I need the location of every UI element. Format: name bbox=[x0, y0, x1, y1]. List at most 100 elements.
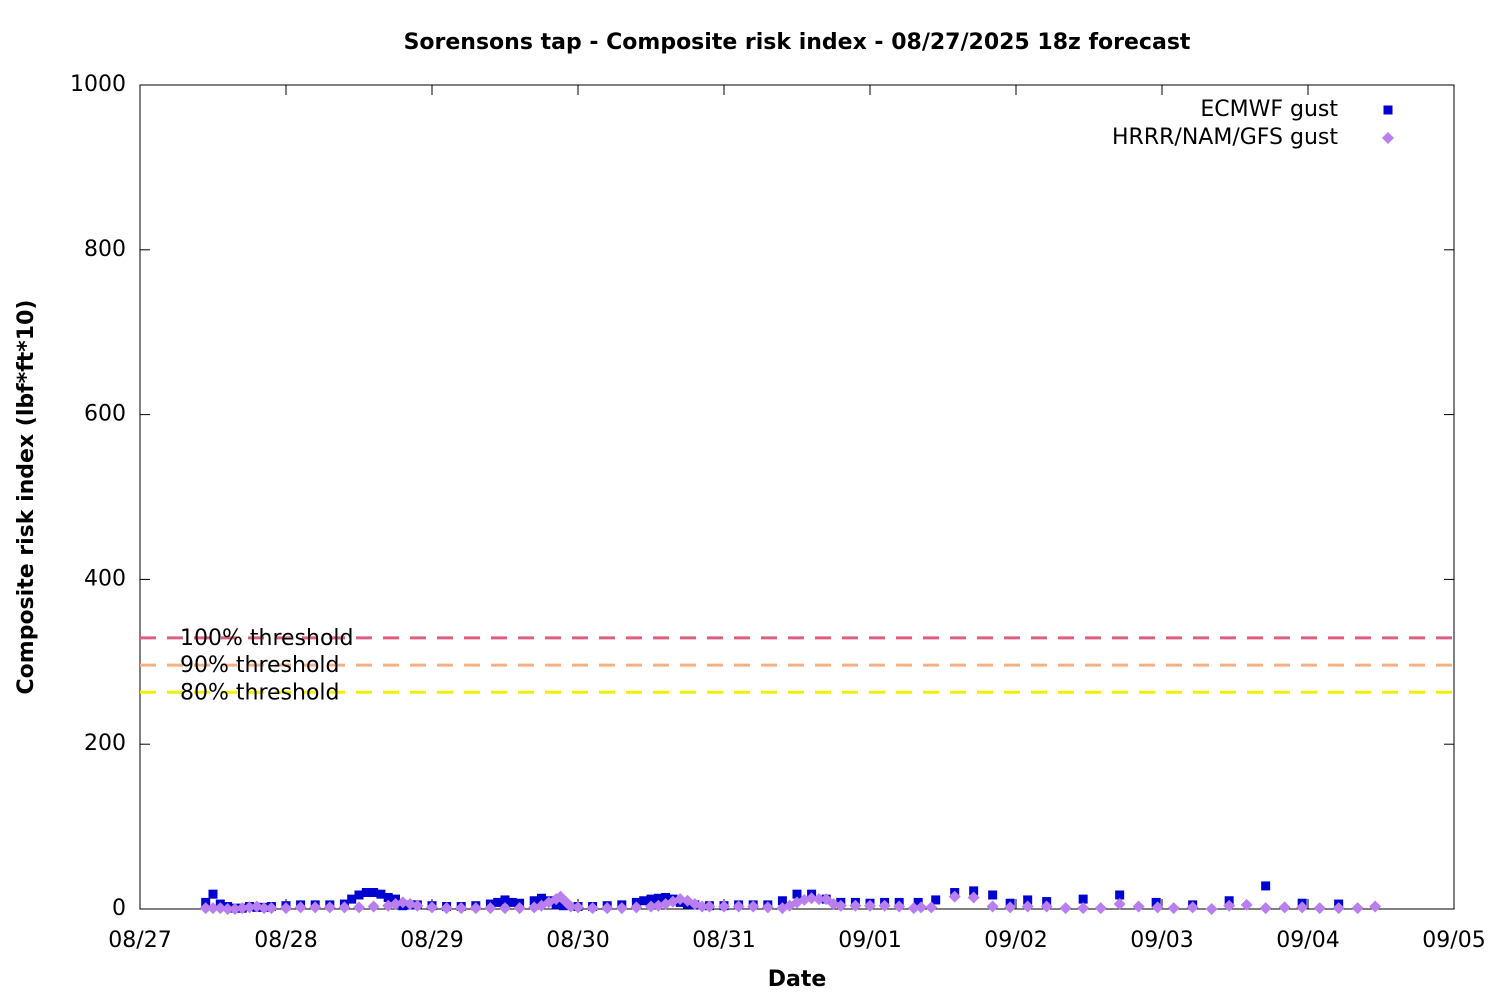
x-tick-label: 09/05 bbox=[1422, 928, 1485, 953]
data-point bbox=[221, 903, 234, 915]
data-point bbox=[1223, 899, 1236, 912]
data-point bbox=[1078, 894, 1088, 904]
data-point bbox=[586, 902, 599, 915]
data-point bbox=[630, 901, 643, 914]
data-point bbox=[792, 889, 802, 899]
data-point bbox=[1205, 903, 1218, 915]
data-point bbox=[1023, 895, 1033, 905]
x-tick-label: 09/04 bbox=[1276, 928, 1339, 953]
data-point bbox=[703, 900, 716, 913]
data-point bbox=[500, 895, 510, 905]
data-point bbox=[834, 899, 847, 912]
data-point bbox=[353, 901, 365, 914]
data-point bbox=[199, 902, 212, 915]
data-point bbox=[907, 902, 920, 915]
data-point bbox=[537, 893, 546, 903]
legend-marker bbox=[1383, 105, 1393, 115]
data-point bbox=[820, 893, 833, 906]
y-tick-label: 800 bbox=[84, 237, 126, 262]
data-point bbox=[376, 889, 386, 899]
x-tick-label: 08/29 bbox=[400, 928, 463, 953]
data-point bbox=[986, 900, 999, 913]
data-point bbox=[258, 902, 271, 915]
x-tick-label: 08/31 bbox=[692, 928, 755, 953]
data-point bbox=[732, 900, 745, 913]
data-point bbox=[455, 902, 468, 915]
data-point bbox=[1040, 900, 1053, 913]
data-point bbox=[1132, 900, 1145, 913]
data-point bbox=[493, 897, 503, 907]
data-point bbox=[558, 901, 568, 911]
data-point bbox=[747, 900, 760, 913]
x-tick-label: 09/03 bbox=[1130, 928, 1193, 953]
data-point bbox=[228, 903, 241, 915]
data-point bbox=[805, 892, 818, 905]
data-point bbox=[499, 902, 511, 915]
data-point bbox=[1351, 902, 1364, 915]
data-point bbox=[294, 901, 307, 914]
y-tick-label: 200 bbox=[84, 731, 126, 756]
data-point bbox=[236, 902, 249, 915]
data-point bbox=[696, 900, 709, 913]
data-point bbox=[661, 892, 671, 902]
data-point bbox=[1077, 902, 1090, 915]
data-point bbox=[761, 901, 774, 914]
data-point bbox=[1151, 901, 1164, 914]
x-tick-label: 08/27 bbox=[108, 928, 171, 953]
data-point bbox=[572, 901, 584, 914]
data-point bbox=[484, 902, 497, 915]
data-point bbox=[1113, 898, 1126, 911]
data-point bbox=[369, 888, 379, 898]
data-point bbox=[1332, 902, 1345, 915]
data-point bbox=[915, 901, 928, 914]
threshold-label: 80% threshold bbox=[180, 680, 340, 705]
data-point bbox=[639, 896, 649, 906]
data-point bbox=[1094, 902, 1107, 915]
data-point bbox=[646, 894, 656, 904]
data-point bbox=[367, 900, 380, 913]
data-point bbox=[564, 900, 577, 913]
data-point bbox=[1259, 902, 1272, 915]
y-tick-label: 0 bbox=[112, 896, 126, 921]
data-point bbox=[913, 897, 923, 907]
legend-label: ECMWF gust bbox=[1200, 97, 1338, 122]
data-point bbox=[354, 890, 364, 900]
legend-label: HRRR/NAM/GFS gust bbox=[1112, 125, 1338, 150]
y-tick-label: 600 bbox=[84, 402, 126, 427]
data-point bbox=[1186, 901, 1199, 914]
data-point bbox=[243, 901, 256, 914]
data-point bbox=[513, 902, 526, 915]
data-point bbox=[338, 901, 351, 914]
x-tick-label: 08/30 bbox=[546, 928, 609, 953]
chart-title: Sorensons tap - Composite risk index - 0… bbox=[404, 30, 1191, 55]
data-point bbox=[948, 890, 961, 903]
data-point bbox=[309, 901, 322, 914]
data-point bbox=[718, 900, 730, 913]
data-point bbox=[361, 888, 371, 898]
data-point bbox=[1313, 902, 1326, 915]
data-point bbox=[988, 890, 998, 900]
data-point bbox=[615, 902, 628, 915]
data-point bbox=[601, 902, 614, 915]
data-point bbox=[208, 889, 218, 899]
data-point bbox=[1059, 902, 1072, 915]
y-tick-label: 1000 bbox=[70, 72, 126, 97]
data-point bbox=[383, 892, 393, 902]
data-point bbox=[280, 902, 292, 915]
data-point bbox=[777, 896, 787, 906]
threshold-label: 90% threshold bbox=[180, 653, 340, 678]
data-point bbox=[893, 900, 906, 913]
data-point bbox=[1167, 902, 1180, 915]
data-point bbox=[507, 897, 517, 907]
data-point bbox=[1021, 900, 1034, 913]
data-point bbox=[967, 891, 980, 904]
data-point bbox=[469, 902, 482, 915]
data-point bbox=[347, 894, 357, 904]
data-point bbox=[864, 899, 876, 912]
plot-frame bbox=[139, 84, 1455, 910]
data-point bbox=[1261, 881, 1271, 891]
data-point bbox=[440, 902, 453, 915]
x-tick-label: 09/01 bbox=[838, 928, 901, 953]
